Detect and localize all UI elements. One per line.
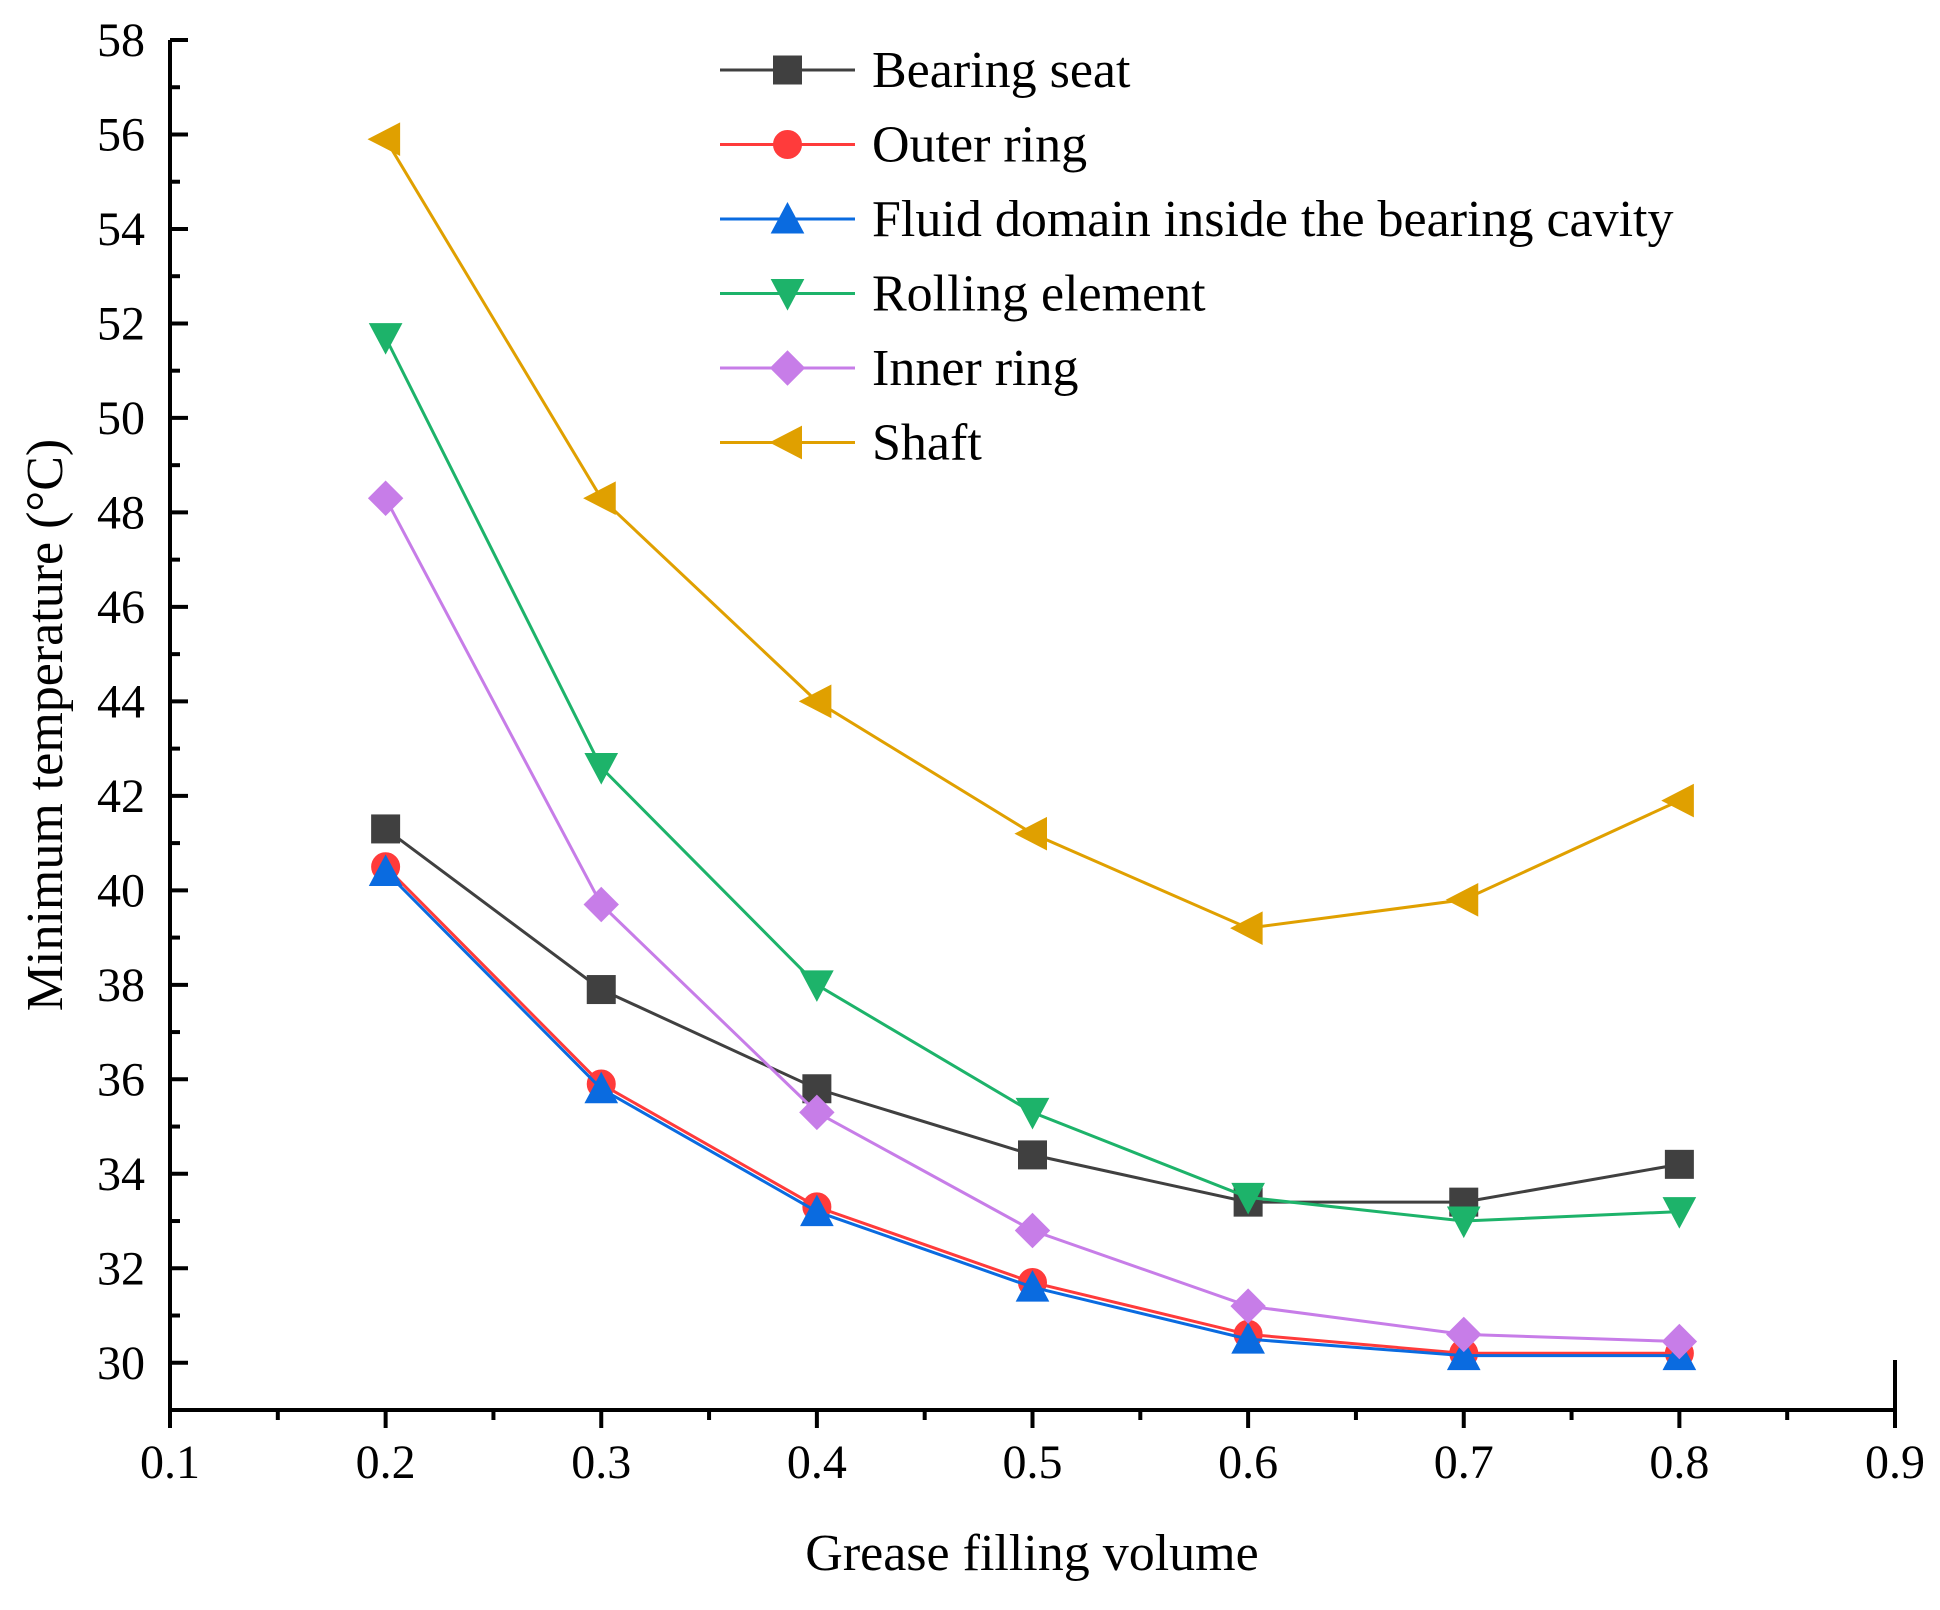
- y-tick-label: 38: [97, 959, 145, 1012]
- series-inner-ring: [367, 480, 1698, 1360]
- x-tick-label: 0.4: [787, 1436, 847, 1489]
- y-ticks: 30 32 34 36 38 40 42 44 46 48 50 52 54 56 58: [97, 14, 188, 1412]
- data-point: [1231, 1322, 1265, 1354]
- y-tick-label: 42: [97, 770, 145, 823]
- legend-label: Fluid domain inside the bearing cavity: [872, 191, 1674, 248]
- data-point: [584, 753, 619, 785]
- data-point: [584, 1071, 619, 1104]
- data-point: [1662, 1197, 1697, 1229]
- data-point: [1014, 816, 1047, 851]
- y-axis-title: Minimum temperature (°C): [17, 439, 74, 1011]
- data-point: [1015, 1270, 1050, 1302]
- x-tick-label: 0.9: [1865, 1436, 1925, 1489]
- x-tick-label: 0.5: [1003, 1436, 1063, 1489]
- data-point: [367, 122, 401, 157]
- x-tick-label: 0.8: [1649, 1436, 1709, 1489]
- series-line: [384, 336, 1680, 1223]
- data-point: [1014, 1212, 1051, 1249]
- x-tick-label: 0.1: [140, 1436, 200, 1489]
- data-point: [586, 975, 616, 1005]
- y-tick-label: 32: [97, 1242, 145, 1295]
- series-line: [384, 138, 1681, 930]
- y-tick-label: 40: [97, 864, 145, 917]
- legend-item-rolling-element: Rolling element: [720, 266, 1206, 323]
- data-point: [368, 323, 403, 355]
- data-point: [1231, 1182, 1265, 1215]
- y-tick-label: 56: [97, 108, 145, 161]
- legend-label: Inner ring: [872, 340, 1078, 397]
- data-point: [1018, 1140, 1047, 1170]
- data-point: [367, 480, 404, 516]
- x-tick-label: 0.6: [1218, 1436, 1278, 1489]
- data-point: [1446, 1316, 1482, 1353]
- legend-item-outer-ring: Outer ring: [720, 117, 1087, 174]
- x-ticks: 0.1 0.2 0.3 0.4 0.5 0.6 0.7 0.8 0.9: [140, 1410, 1925, 1489]
- legend-marker: [773, 55, 802, 85]
- data-point: [798, 684, 832, 719]
- data-point: [1230, 1288, 1266, 1324]
- y-tick-label: 54: [97, 203, 145, 256]
- legend-item-shaft: Shaft: [720, 415, 982, 472]
- data-point: [799, 1094, 835, 1131]
- data-point: [1664, 1149, 1694, 1179]
- y-tick-label: 36: [97, 1053, 145, 1106]
- legend-marker: [769, 425, 802, 460]
- data-point: [1661, 783, 1694, 818]
- data-point: [1446, 1338, 1481, 1371]
- y-tick-label: 44: [97, 675, 145, 728]
- series-fluid-domain-inside-the-bearing-cavity: [368, 854, 1697, 1371]
- data-point: [583, 481, 616, 516]
- data-point: [583, 886, 619, 923]
- x-tick-label: 0.3: [571, 1436, 631, 1489]
- y-tick-label: 50: [97, 392, 145, 445]
- series-rolling-element: [368, 323, 1697, 1239]
- x-tick-label: 0.7: [1434, 1436, 1494, 1489]
- data-point: [800, 1194, 834, 1227]
- legend-label: Rolling element: [872, 266, 1206, 323]
- legend-item-bearing-seat: Bearing seat: [720, 42, 1131, 99]
- y-tick-label: 58: [97, 14, 145, 67]
- legend-item-inner-ring: Inner ring: [720, 340, 1078, 397]
- y-tick-label: 48: [97, 486, 145, 539]
- plot-area: [367, 122, 1698, 1371]
- data-point: [1446, 1206, 1481, 1239]
- data-point: [1661, 1323, 1698, 1360]
- y-tick-label: 52: [97, 297, 145, 350]
- series-shaft: [367, 122, 1694, 945]
- legend-label: Bearing seat: [872, 42, 1131, 99]
- legend: Bearing seat Outer ring Fluid domain insid…: [720, 42, 1674, 472]
- data-point: [1230, 911, 1263, 945]
- legend-item-fluid-domain-inside-the-bearing-cavity: Fluid domain inside the bearing cavity: [720, 191, 1674, 248]
- data-point: [1015, 1097, 1050, 1130]
- legend-label: Outer ring: [872, 117, 1087, 174]
- legend-marker: [773, 130, 802, 159]
- data-point: [800, 970, 834, 1002]
- legend-marker: [770, 279, 805, 311]
- x-axis-title: Grease filling volume: [805, 1525, 1258, 1582]
- series-bearing-seat: [371, 814, 1694, 1217]
- x-tick-label: 0.2: [356, 1436, 416, 1489]
- y-tick-label: 34: [97, 1148, 145, 1201]
- data-point: [371, 814, 401, 844]
- data-point: [1445, 882, 1479, 917]
- legend-marker: [769, 350, 806, 386]
- y-tick-label: 46: [97, 581, 145, 634]
- legend-marker: [770, 201, 805, 234]
- y-tick-label: 30: [97, 1337, 145, 1390]
- legend-label: Shaft: [872, 415, 982, 472]
- data-point: [368, 854, 403, 886]
